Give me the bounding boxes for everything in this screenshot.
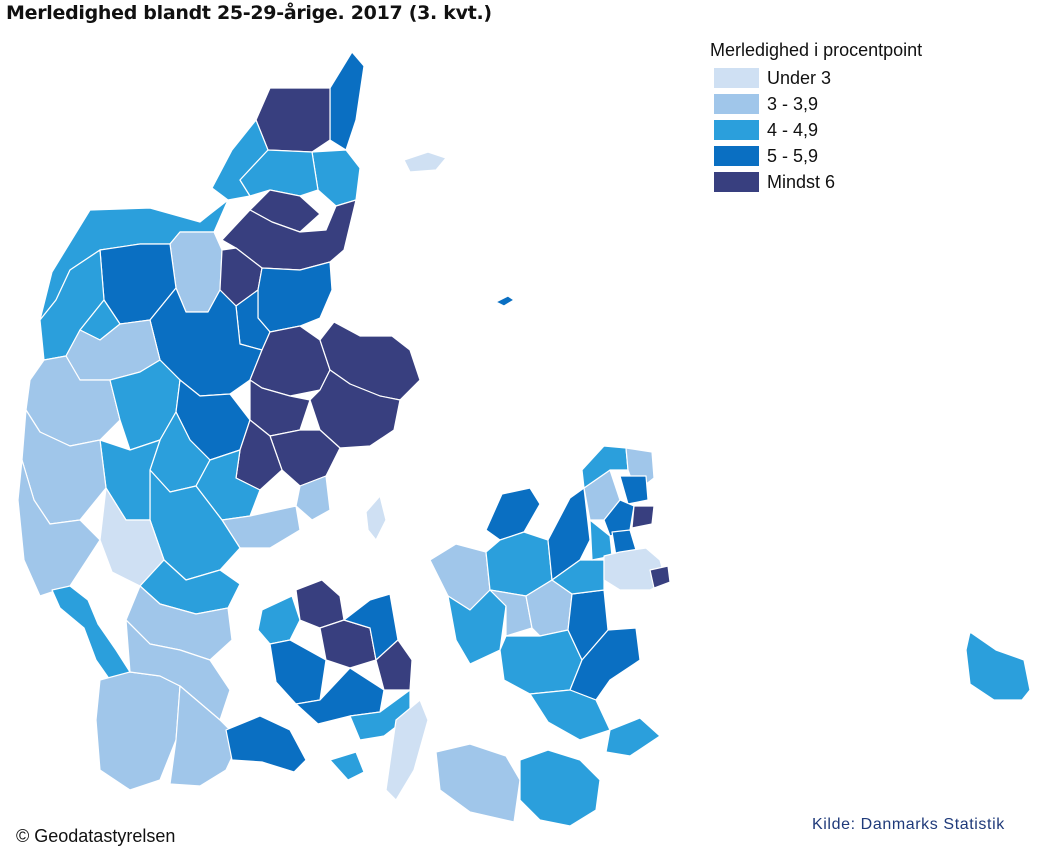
region-aarhus [269,429,341,487]
region-skagen [329,51,365,151]
region-als [225,715,307,773]
legend-swatch [714,68,759,88]
region-langeland [385,699,429,801]
region-brønderslev-east [311,149,361,207]
region-faaborg [295,667,385,725]
legend-label: 4 - 4,9 [767,119,819,140]
region-assens [269,639,327,705]
legend-label: 3 - 3,9 [767,93,819,114]
region-odder [295,475,331,521]
region-bornholm [965,631,1031,701]
region-anholt [495,295,515,307]
region-møn [605,717,661,757]
legend-item-5-to-5-9: 5 - 5,9 [708,143,922,169]
legend-label: 5 - 5,9 [767,145,819,166]
region-nyborg [375,639,413,691]
region-esbjerg [17,459,101,597]
legend-item-4-to-4-9: 4 - 4,9 [708,117,922,143]
region-middelfart [257,595,301,645]
legend-label: Under 3 [767,67,832,88]
region-odsherred [485,487,541,541]
map-legend: Merledighed i procentpoint Under 3 3 - 3… [708,40,922,195]
region-fanø [51,585,131,681]
legend-label: Mindst 6 [767,171,836,192]
legend-swatch [714,146,759,166]
legend-item-mindst-6: Mindst 6 [708,169,922,195]
region-rudersdal [631,505,655,529]
region-slagelse [447,589,507,665]
map-title: Merledighed blandt 25-29-årige. 2017 (3.… [6,2,492,24]
region-sorø [489,589,533,637]
source-text: Kilde: Danmarks Statistik [812,816,1005,833]
region-aabenraa [125,619,231,721]
copyright-text: © Geodatastyrelsen [16,826,176,846]
legend-item-under-3: Under 3 [708,65,922,91]
region-næstved [499,629,583,695]
region-amager [649,565,671,589]
region-fredensborg [619,475,649,505]
legend-swatch [714,120,759,140]
region-allerød [603,499,635,537]
legend-title: Merledighed i procentpoint [710,40,923,60]
region-lolland [435,743,521,823]
region-guldborgsund [519,749,601,827]
region-nordfyn [295,579,345,629]
legend-swatch [714,172,759,192]
region-aero [329,751,365,781]
region-syddjurs [309,369,401,449]
region-samsø [365,495,387,541]
region-rebild [257,261,333,333]
region-frederikshavn [255,87,331,153]
region-læsø [403,151,447,173]
region-tønder [95,671,181,791]
legend-item-3-to-3-9: 3 - 3,9 [708,91,922,117]
legend-swatch [714,94,759,114]
